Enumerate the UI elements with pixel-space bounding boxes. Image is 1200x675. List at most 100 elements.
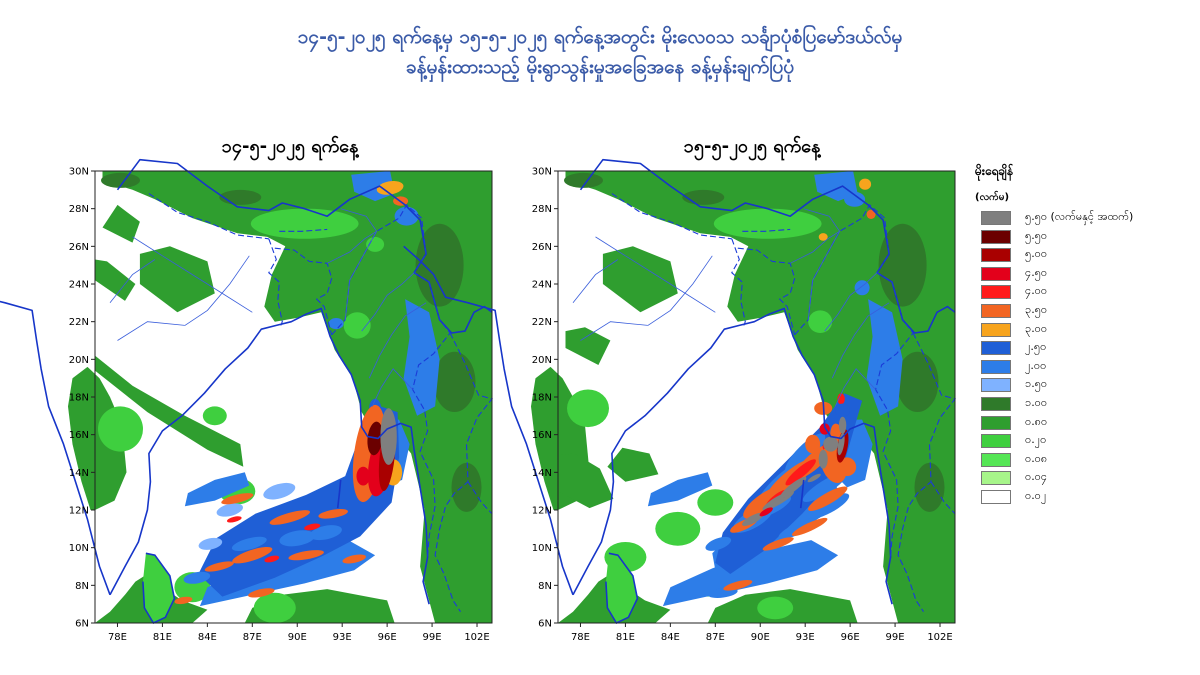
rainfall-area-green: [558, 453, 614, 509]
coastline: [605, 552, 639, 624]
rain-cell: [808, 486, 848, 511]
rainfall-area-blue: [184, 472, 250, 507]
coastline: [0, 300, 111, 596]
legend-swatch: [981, 415, 1011, 430]
rain-cell: [304, 523, 321, 531]
rain-cell: [342, 554, 366, 564]
rain-cell-heavy: [742, 512, 764, 526]
lon-tick-label: 84E: [198, 632, 217, 643]
state-border: [647, 255, 713, 326]
rain-cell-heavy: [837, 432, 845, 456]
lon-tick-label: 93E: [796, 632, 815, 643]
rain-cell: [785, 459, 816, 486]
state-border: [834, 368, 876, 407]
main-title-line-2: ခန့်မှန်းထားသည့် မိုးရွာသွန်းမှုအခြေအနေ …: [405, 56, 795, 78]
rain-cell: [837, 393, 845, 405]
rain-cell-heavy: [779, 476, 807, 498]
state-border: [117, 321, 185, 341]
rain-cell: [279, 530, 315, 547]
lon-tick-label: 87E: [706, 632, 725, 643]
rainfall-area-green: [102, 204, 140, 243]
coastline: [336, 479, 342, 509]
rain-cell-light: [253, 592, 296, 623]
rain-cell-light: [713, 208, 822, 239]
legend-label: ၅.၀၀: [1025, 247, 1048, 261]
lat-tick-label: 28N: [69, 204, 89, 215]
main-title-line-1: ၁၄-၅-၂၀၂၅ ရက်နေ့မှ ၁၅-၅-၂၀၂၅ ရက်နေ့အတွင်…: [297, 26, 903, 48]
coastline: [142, 552, 176, 624]
legend-label: ၀.၂၀: [1025, 433, 1047, 447]
rain-cell: [183, 571, 211, 584]
rainfall-area-green: [95, 259, 136, 301]
lat-tick-label: 18N: [69, 393, 89, 404]
lon-tick-label: 102E: [464, 632, 489, 643]
lat-tick-label: 18N: [532, 393, 552, 404]
lon-tick-label: 93E: [333, 632, 352, 643]
rainfall-field: [531, 171, 955, 623]
rain-cell: [806, 493, 850, 520]
rainfall-map-right: 30N 28N 26N 24N 22N 20N 18N 16N 14N 12N 10N 8N 6N 78E…: [403, 158, 956, 643]
rainfall-map-left: 30N 28N 26N 24N 22N 20N 18N 16N 14N 12N 10N 8N 6N 78E…: [0, 158, 493, 643]
lat-tick-label: 20N: [532, 355, 552, 366]
lon-tick-label: 78E: [108, 632, 127, 643]
rainfall-area-green: [142, 553, 175, 623]
state-border: [162, 255, 253, 313]
rain-cell-dark-green: [101, 172, 140, 188]
lat-tick-label: 16N: [532, 430, 552, 441]
rain-cell: [204, 561, 234, 572]
coastline: [403, 245, 574, 596]
lat-tick-label: 8N: [75, 581, 89, 592]
rain-cell: [376, 180, 404, 195]
lon-tick-label: 90E: [288, 632, 307, 643]
rain-cell: [309, 525, 342, 541]
legend-swatch: [981, 434, 1011, 449]
lon-tick-label: 81E: [153, 632, 172, 643]
rain-cell: [844, 191, 866, 207]
border-line: [434, 332, 493, 613]
state-borders: [572, 208, 890, 407]
legend-label: ၀.၀၂: [1025, 489, 1047, 502]
rainfall-area-green: [607, 447, 659, 482]
state-border: [595, 236, 626, 257]
border-line: [279, 228, 328, 232]
coastline: [579, 158, 956, 334]
state-borders: [109, 208, 427, 407]
lat-tick-label: 16N: [69, 430, 89, 441]
border-line: [737, 247, 796, 335]
lat-tick-label: 24N: [69, 280, 89, 291]
border-line: [274, 247, 333, 335]
rain-cell: [854, 280, 870, 296]
legend-swatch: [981, 452, 1011, 467]
rain-cell: [174, 596, 193, 605]
coastline: [572, 307, 893, 605]
legend-label: ၁.၅၀: [1025, 377, 1048, 391]
legend-label: ၂.၀၀: [1025, 358, 1047, 372]
rain-cell-light: [98, 406, 143, 452]
state-border: [109, 259, 156, 304]
rain-cell: [221, 493, 254, 505]
legend-swatch: [981, 304, 1011, 318]
lon-tick-label: 102E: [927, 632, 952, 643]
rain-cell: [762, 537, 794, 551]
rain-cell-dark-green: [682, 189, 725, 205]
rainfall-field: [68, 171, 492, 623]
rain-cell-heavy: [380, 408, 397, 465]
rain-cell-light: [567, 389, 609, 428]
rain-cell-heavy: [838, 416, 847, 434]
coastline: [799, 479, 805, 509]
rainfall-area-blue: [647, 472, 713, 507]
coastline: [116, 158, 493, 334]
lat-tick-label: 6N: [75, 619, 89, 630]
lat-tick-label: 24N: [532, 280, 552, 291]
legend-label: ၀.၀၈: [1025, 451, 1048, 465]
rain-cell-heavy: [823, 436, 839, 452]
coastlines: [0, 158, 493, 624]
lat-tick-label: 28N: [532, 204, 552, 215]
lat-tick-label: 8N: [538, 581, 552, 592]
rain-cell-light: [655, 511, 701, 546]
lon-tick-label: 84E: [661, 632, 680, 643]
lon-tick-label: 99E: [423, 632, 442, 643]
rain-cell: [318, 508, 348, 519]
rain-cell-dark-green: [896, 351, 939, 412]
rain-cell: [216, 503, 243, 517]
